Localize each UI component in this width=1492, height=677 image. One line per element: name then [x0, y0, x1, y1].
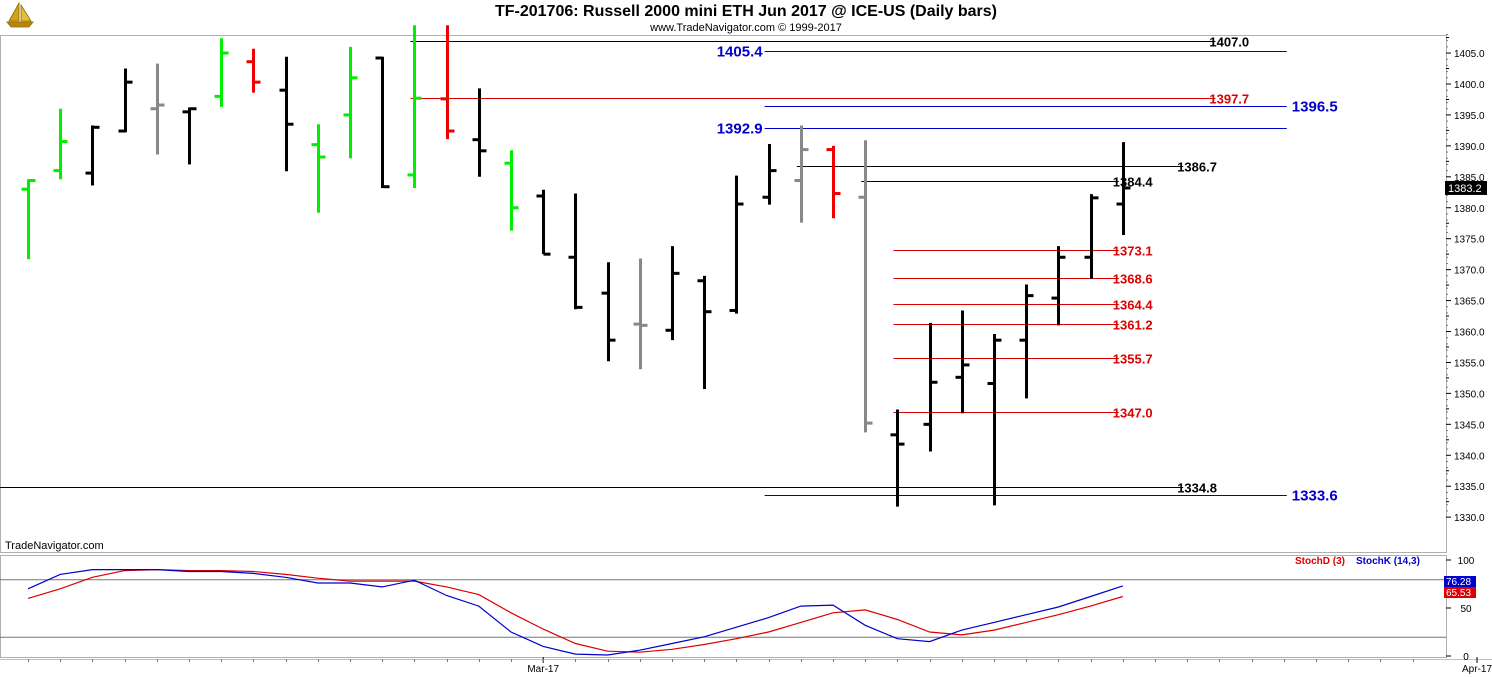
price-panel-frame — [0, 35, 1447, 553]
stoch-d-value: 65.53 — [1446, 588, 1471, 599]
stoch-y-tick-label: 50 — [1460, 604, 1472, 615]
level-label: 1373.1 — [1113, 244, 1153, 259]
level-label: 1361.2 — [1113, 318, 1153, 333]
stoch-d-value-tag — [1444, 587, 1476, 598]
level-label: 1364.4 — [1113, 298, 1154, 313]
y-axis-tick-label: 1335.0 — [1454, 482, 1485, 493]
level-label: 1368.6 — [1113, 272, 1153, 287]
stoch-k-value: 76.28 — [1446, 577, 1471, 588]
stoch-y-tick-label: 0 — [1463, 652, 1469, 663]
level-label: 1405.4 — [717, 44, 764, 61]
sailboat-logo-icon — [5, 1, 35, 28]
stoch-y-tick-label: 100 — [1458, 556, 1475, 567]
watermark-text: TradeNavigator.com — [5, 540, 104, 552]
y-axis-tick-label: 1370.0 — [1454, 266, 1485, 277]
y-axis-tick-label: 1345.0 — [1454, 420, 1485, 431]
y-axis-tick-label: 1340.0 — [1454, 451, 1485, 462]
x-axis-label: Apr-17 — [1462, 664, 1492, 675]
y-axis-tick-label: 1390.0 — [1454, 142, 1485, 153]
level-label: 1384.4 — [1113, 175, 1154, 190]
level-label: 1334.8 — [1177, 481, 1217, 496]
y-axis-tick-label: 1360.0 — [1454, 328, 1485, 339]
chart-title: TF-201706: Russell 2000 mini ETH Jun 201… — [494, 3, 997, 20]
level-label: 1392.9 — [717, 121, 763, 138]
y-axis-tick-label: 1375.0 — [1454, 235, 1485, 246]
level-label: 1386.7 — [1177, 160, 1217, 175]
y-axis-tick-label: 1355.0 — [1454, 358, 1485, 369]
y-axis-tick-label: 1365.0 — [1454, 297, 1485, 308]
stoch-k-value-tag — [1444, 576, 1476, 587]
y-axis-tick-label: 1385.0 — [1454, 173, 1485, 184]
y-axis-tick-label: 1400.0 — [1454, 80, 1485, 91]
y-axis-tick-label: 1350.0 — [1454, 389, 1485, 400]
stoch-legend-d: StochD (3) — [1295, 556, 1345, 567]
level-label: 1407.0 — [1209, 35, 1249, 50]
current-price-label: 1383.2 — [1448, 183, 1482, 195]
chart-copyright: www.TradeNavigator.com © 1999-2017 — [650, 22, 842, 34]
level-label: 1355.7 — [1113, 352, 1153, 367]
level-label: 1347.0 — [1113, 406, 1153, 421]
y-axis-tick-label: 1380.0 — [1454, 204, 1485, 215]
level-label: 1397.7 — [1209, 92, 1249, 107]
y-axis-tick-label: 1405.0 — [1454, 49, 1485, 60]
stoch-legend-k: StochK (14,3) — [1356, 556, 1420, 567]
x-axis-label: Mar-17 — [527, 664, 559, 675]
stoch-series-line — [27, 568, 1123, 653]
level-label: 1396.5 — [1292, 99, 1338, 116]
level-label: 1333.6 — [1292, 488, 1338, 505]
current-price-tag — [1445, 180, 1487, 195]
stochastic-panel-frame — [0, 555, 1447, 658]
y-axis-tick-label: 1330.0 — [1454, 513, 1485, 524]
y-axis-tick-label: 1395.0 — [1454, 111, 1485, 122]
stoch-series-line — [27, 568, 1123, 656]
